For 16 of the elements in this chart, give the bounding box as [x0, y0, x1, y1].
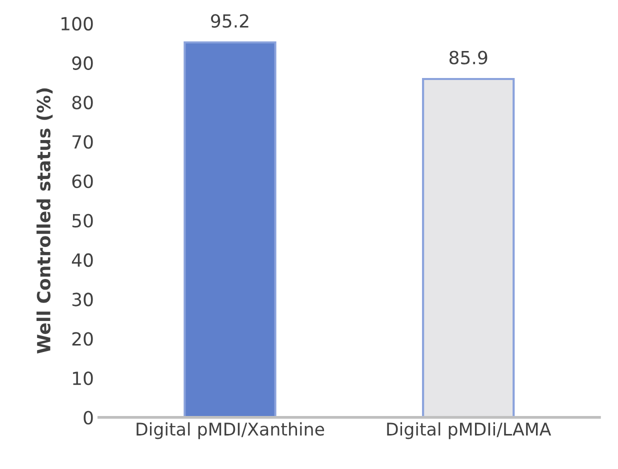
y-tick-label: 60 [72, 174, 93, 188]
y-tick-label: 80 [72, 96, 93, 110]
y-tick-label: 50 [72, 214, 93, 228]
y-tick-label: 40 [72, 253, 93, 267]
y-tick-label: 90 [72, 56, 93, 70]
y-tick-label: 10 [73, 371, 93, 386]
y-axis-title: Well Controlled status (%) [36, 88, 53, 354]
y-tick-label: 70 [72, 135, 93, 149]
y-tick-label: 0 [84, 410, 93, 425]
data-label: 95.2 [211, 14, 248, 28]
x-tick-label: Digital pMDI/Xanthine [136, 422, 324, 440]
y-tick-label: 20 [72, 332, 93, 346]
x-tick-label: Digital pMDIi/LAMA [387, 422, 552, 440]
y-tick-label: 30 [72, 292, 93, 306]
y-tick-label: 100 [62, 16, 93, 31]
data-label: 85.9 [449, 50, 488, 64]
